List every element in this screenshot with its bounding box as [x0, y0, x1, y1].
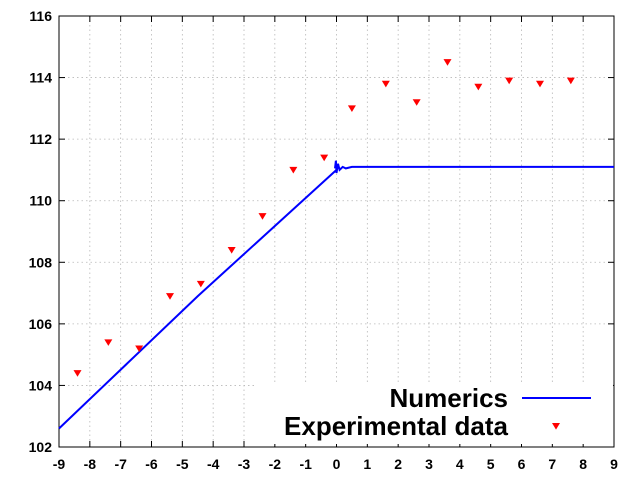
data-point-experimental [474, 83, 483, 91]
data-point-experimental [258, 213, 267, 220]
x-tick-label: -5 [176, 456, 189, 472]
y-tick-label: 102 [29, 439, 53, 455]
y-tick-label: 116 [29, 8, 52, 24]
data-point-experimental [505, 77, 514, 85]
x-tick-label: 5 [487, 456, 495, 472]
x-tick-label: -6 [145, 456, 158, 472]
x-tick-label: -2 [269, 456, 282, 472]
x-tick-label: -1 [299, 456, 312, 472]
x-tick-label: -7 [114, 456, 127, 472]
legend: Numerics Experimental data [255, 382, 613, 444]
data-point-experimental [347, 105, 356, 112]
x-tick-label: -3 [238, 456, 251, 472]
x-tick-label: -4 [207, 456, 220, 472]
legend-label-experimental-data: Experimental data [284, 411, 509, 441]
x-tick-label: 0 [333, 456, 341, 472]
data-point-experimental [166, 293, 174, 300]
data-point-experimental [412, 99, 421, 106]
y-tick-label: 114 [29, 70, 52, 86]
y-tick-label: 110 [29, 193, 52, 209]
x-tick-label: 3 [425, 456, 433, 472]
x-tick-label: -8 [84, 456, 97, 472]
y-tick-label: 108 [29, 254, 53, 270]
data-point-experimental [566, 77, 575, 85]
data-point-experimental [536, 80, 544, 88]
data-point-experimental [73, 370, 82, 377]
legend-label-numerics: Numerics [390, 383, 509, 413]
data-point-experimental [443, 59, 452, 66]
data-point-experimental [227, 246, 236, 254]
y-tick-label: 104 [29, 377, 53, 393]
data-point-experimental [381, 80, 390, 88]
data-point-experimental [320, 154, 329, 162]
series-layer [58, 59, 614, 430]
data-point-experimental [104, 339, 113, 346]
legend-marker-experimental-data [552, 423, 560, 430]
ticks-layer [58, 15, 615, 448]
tick-labels: -9 -8 -7 -6 -5 -4 -3 -2 -1 0 1 2 3 4 5 6 7 8 9 102 104 106 108… [29, 8, 618, 472]
y-tick-label: 112 [29, 131, 52, 147]
x-tick-label: 4 [456, 456, 464, 472]
legend-background [255, 382, 613, 444]
series-line-numerics [58, 160, 614, 430]
x-tick-label: 9 [610, 456, 618, 472]
x-tick-label: 1 [363, 456, 371, 472]
x-tick-label: 8 [579, 456, 587, 472]
data-point-experimental [289, 166, 298, 174]
x-tick-label: 2 [394, 456, 402, 472]
x-tick-label: 7 [548, 456, 556, 472]
y-tick-label: 106 [29, 316, 53, 332]
data-point-experimental [135, 345, 144, 353]
data-point-experimental [196, 280, 205, 288]
x-tick-label: 6 [518, 456, 526, 472]
x-tick-label: -9 [53, 456, 66, 472]
